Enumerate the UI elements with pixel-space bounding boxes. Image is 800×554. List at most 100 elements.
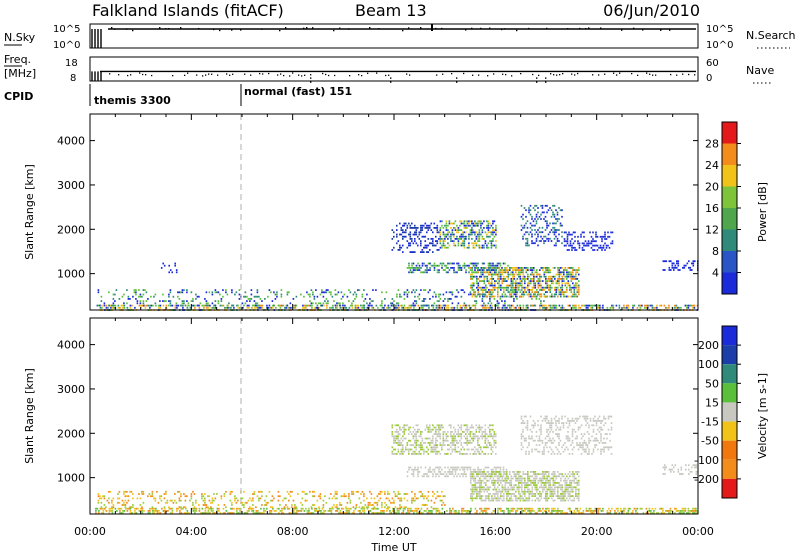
power-cell [578, 291, 580, 293]
velocity-cell [301, 490, 304, 493]
power-cell [555, 231, 557, 234]
power-cell [306, 291, 308, 294]
power-cell [439, 233, 442, 236]
power-cell [498, 262, 500, 265]
velocity-cell [492, 450, 494, 453]
power-cell [553, 229, 556, 231]
power-cell [521, 271, 523, 274]
velocity-cell [477, 482, 480, 484]
power-cell [486, 280, 489, 282]
power-cell [487, 222, 490, 225]
velocity-cell [427, 495, 430, 498]
power-cell [303, 306, 306, 309]
velocity-cell [470, 493, 472, 495]
power-cell [441, 224, 443, 227]
power-cell [567, 271, 570, 274]
power-cell [561, 224, 563, 227]
power-cell [510, 284, 513, 287]
power-cell [429, 269, 431, 271]
velocity-cell [455, 512, 457, 514]
velocity-cell [506, 475, 508, 478]
velocity-cell [260, 512, 262, 514]
velocity-cell [318, 507, 321, 510]
velocity-cell [633, 507, 636, 510]
velocity-cell [294, 512, 297, 514]
power-cell [561, 286, 564, 289]
power-cell [513, 275, 516, 278]
nave-sample [232, 73, 234, 75]
power-cell [560, 289, 562, 291]
velocity-cell [445, 473, 448, 475]
power-cell [501, 271, 504, 274]
power-cell [310, 302, 313, 305]
power-cell [480, 271, 482, 274]
power-cell [498, 306, 501, 309]
velocity-cell [539, 507, 541, 510]
power-cell [135, 298, 137, 300]
power-cell [497, 278, 499, 280]
power-cell [601, 249, 603, 251]
power-cell [528, 289, 531, 291]
power-cell [530, 280, 532, 282]
velocity-cell [448, 424, 451, 427]
power-cell [561, 215, 563, 218]
power-cell [168, 293, 170, 296]
velocity-cell [369, 504, 371, 506]
velocity-cell [462, 466, 464, 469]
power-cell [563, 293, 565, 296]
power-cell [527, 273, 529, 276]
power-cell [659, 304, 661, 307]
velocity-cell [501, 479, 504, 482]
velocity-cell [510, 499, 513, 502]
velocity-cell [500, 475, 502, 478]
velocity-cell [497, 486, 499, 489]
power-cell [519, 295, 522, 298]
velocity-cell [494, 471, 496, 473]
power-cell [487, 227, 490, 229]
velocity-cell [475, 431, 478, 433]
power-cell [484, 304, 487, 307]
power-cell [162, 262, 164, 265]
power-cell [516, 267, 519, 269]
power-cell [487, 264, 490, 267]
power-cell [551, 306, 553, 309]
velocity-cell [204, 499, 206, 502]
power-cell [554, 286, 556, 289]
power-cell [535, 231, 538, 234]
velocity-cell [426, 507, 429, 510]
power-cell [103, 304, 106, 307]
velocity-cell [97, 493, 100, 495]
power-cell [450, 222, 452, 225]
velocity-cell [129, 512, 132, 514]
velocity-cell [484, 433, 487, 435]
velocity-cell [249, 507, 252, 510]
power-cell [135, 291, 137, 294]
velocity-cell [471, 437, 473, 440]
power-cell [498, 267, 501, 269]
power-cell [532, 220, 535, 223]
power-cell [526, 220, 529, 223]
power-cell [512, 275, 514, 278]
power-cell [572, 295, 574, 298]
velocity-cell [417, 444, 419, 446]
velocity-cell [399, 493, 401, 495]
power-cell [445, 222, 448, 225]
power-cell [546, 291, 549, 293]
power-cell [421, 229, 424, 231]
power-cell [537, 244, 539, 247]
power-cell [536, 269, 538, 271]
power-cell [372, 300, 374, 302]
power-cell [310, 289, 313, 291]
velocity-cell [411, 448, 413, 451]
power-cell [418, 233, 421, 236]
power-cell [463, 267, 466, 269]
velocity-cell [261, 512, 264, 514]
power-cell [426, 231, 428, 234]
velocity-cell [479, 482, 481, 484]
velocity-cell [163, 506, 166, 509]
velocity-cell [522, 477, 525, 480]
power-cell [540, 213, 542, 216]
power-cell [527, 289, 529, 291]
velocity-cell [429, 431, 431, 433]
power-cell [420, 271, 422, 274]
